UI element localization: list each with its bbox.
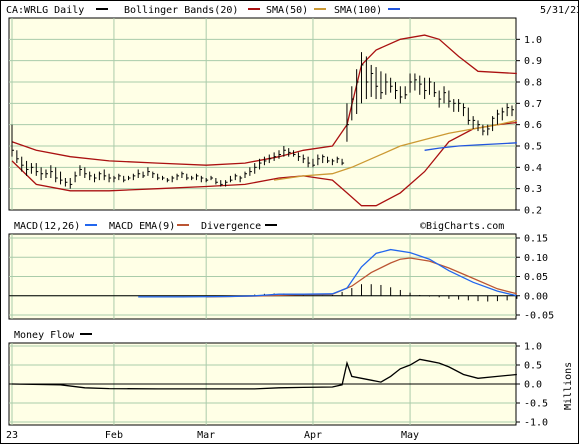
money-flow-unit-label: Millions [563, 362, 574, 410]
bb-lower-line [11, 121, 517, 207]
divergence-legend-label: Divergence [201, 221, 261, 232]
macd-legend-label: MACD(12,26) [14, 221, 80, 232]
money-flow-legend-label: Money Flow [14, 330, 75, 341]
y-tick-label: 0.05 [524, 272, 548, 283]
axis-layer: 23 Feb Mar Apr May 1.0 0.9 0.8 0.7 0.6 0.5 0.4 0.3 0.… [6, 35, 554, 441]
x-tick-label: May [401, 430, 419, 441]
y-tick-label: 0.7 [524, 99, 542, 110]
x-tick-label: Apr [304, 430, 322, 441]
y-tick-label: 0.9 [524, 56, 542, 67]
y-tick-label: 0.4 [524, 163, 542, 174]
bb-legend-label: Bollinger Bands(20) [124, 5, 238, 16]
price-panel [8, 17, 517, 211]
money-flow-line [11, 358, 517, 390]
plot-layer [9, 34, 518, 390]
symbol-label: CA:WRLG Daily [6, 5, 84, 16]
x-tick-label: 23 [6, 430, 18, 441]
y-tick-label: -0.05 [524, 311, 554, 322]
y-tick-label: 0.6 [524, 120, 542, 131]
macd-ema-legend-label: MACD EMA(9) [109, 221, 175, 232]
y-tick-label: 0.15 [524, 234, 548, 245]
bb-upper-line [11, 34, 517, 166]
watermark: ©BigCharts.com [420, 221, 504, 232]
y-tick-label: 1.0 [524, 35, 542, 46]
y-tick-label: 0.2 [524, 206, 542, 217]
y-tick-label: 0.5 [524, 361, 542, 372]
sma100-legend-label: SMA(100) [334, 5, 382, 16]
y-tick-label: 0.10 [524, 253, 548, 264]
date-label: 5/31/23 [540, 5, 579, 16]
y-tick-label: -1.0 [524, 418, 548, 429]
sma100-line [424, 142, 517, 151]
sma50-line [274, 119, 518, 181]
y-tick-label: 0.3 [524, 184, 542, 195]
y-tick-label: 0.8 [524, 78, 542, 89]
y-tick-label: -0.5 [524, 399, 548, 410]
y-tick-label: 1.0 [524, 342, 542, 353]
x-tick-label: Mar [197, 430, 215, 441]
y-tick-label: 0.5 [524, 142, 542, 153]
x-tick-label: Feb [105, 430, 123, 441]
macd-line [138, 248, 518, 298]
y-tick-label: 0.0 [524, 380, 542, 391]
sma50-legend-label: SMA(50) [266, 5, 308, 16]
y-tick-label: 0.00 [524, 291, 548, 302]
